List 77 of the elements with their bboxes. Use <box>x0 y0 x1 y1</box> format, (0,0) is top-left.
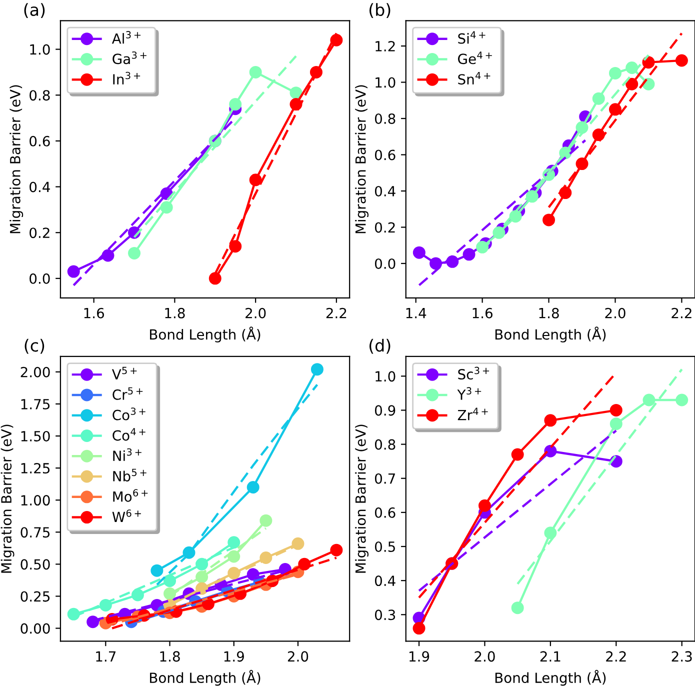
y-tick-label: 0.8 <box>374 113 396 124</box>
y-tick-label: 0.0 <box>374 258 396 269</box>
y-tick-label: 0.5 <box>374 541 395 552</box>
y-tick-label: 0.2 <box>374 222 395 233</box>
legend-label: Nb$^{5+}$ <box>113 468 146 482</box>
y-tick-label: 0.8 <box>374 439 396 450</box>
legend-label: Si$^{4+}$ <box>458 31 486 44</box>
y-tick-label: 0.4 <box>374 576 396 586</box>
x-tick-label: 2.0 <box>288 651 308 662</box>
legend-label: Co$^{4+}$ <box>112 428 146 441</box>
legend-label: W$^{6+}$ <box>112 510 141 522</box>
legend-label: Mo$^{6+}$ <box>113 489 148 502</box>
y-tick-label: 2.00 <box>20 366 50 378</box>
y-tick-label: 1.0 <box>30 44 50 55</box>
legend-label: Ni$^{3+}$ <box>113 448 142 461</box>
legend-label: Sn$^{4+}$ <box>458 72 490 85</box>
legend-label: Al$^{3+}$ <box>112 31 141 44</box>
legend-label: Y$^{3+}$ <box>457 387 482 400</box>
x-tick-label: 2.0 <box>474 651 495 662</box>
y-axis-title: Migration Barrier (eV) <box>0 424 14 573</box>
legend-label: Sc$^{3+}$ <box>458 366 490 380</box>
legend-label: Zr$^{4+}$ <box>458 408 488 420</box>
x-axis-title: Bond Length (Å) <box>495 326 606 342</box>
x-tick-label: 2.2 <box>606 651 626 662</box>
y-tick-label: 1.25 <box>21 463 50 474</box>
x-axis-title: Bond Length (Å) <box>150 326 260 342</box>
y-tick-label: 1.0 <box>376 371 396 382</box>
y-tick-label: 1.50 <box>21 430 50 442</box>
y-axis-title: Migration Barrier (eV) <box>355 424 369 573</box>
y-tick-label: 1.00 <box>21 495 50 506</box>
legend-label: Co$^{3+}$ <box>112 408 146 420</box>
x-tick-label: 1.9 <box>410 651 430 662</box>
x-tick-label: 1.6 <box>472 308 492 318</box>
x-tick-label: 1.6 <box>84 308 104 318</box>
x-axis-title: Bond Length (Å) <box>495 670 606 686</box>
y-tick-label: 1.0 <box>376 77 396 88</box>
x-tick-label: 1.4 <box>406 308 426 318</box>
legend-label: Ga$^{3+}$ <box>112 51 146 64</box>
chart-title: (b) <box>370 3 390 18</box>
legend-label: In$^{3+}$ <box>113 72 140 84</box>
x-tick-label: 2.0 <box>605 308 626 318</box>
y-tick-label: 0.0 <box>30 273 50 284</box>
x-tick-label: 1.8 <box>160 651 180 662</box>
y-tick-label: 0.25 <box>20 591 50 602</box>
y-tick-label: 0.8 <box>30 90 50 101</box>
y-tick-label: 0.00 <box>20 623 50 634</box>
y-axis-title: Migration Barrier (eV) <box>355 85 369 234</box>
chart-title: (a) <box>24 3 45 18</box>
legend-label: V$^{5+}$ <box>112 366 137 380</box>
y-tick-label: 0.7 <box>374 473 395 484</box>
y-tick-label: 1.2 <box>376 40 395 52</box>
y-tick-label: 0.9 <box>374 405 396 416</box>
x-tick-label: 2.2 <box>326 308 346 318</box>
y-tick-label: 0.3 <box>374 610 396 620</box>
x-axis-title: Bond Length (Å) <box>150 670 260 686</box>
y-tick-label: 0.6 <box>374 507 396 518</box>
y-tick-label: 0.6 <box>374 150 396 160</box>
x-tick-label: 2.2 <box>672 308 692 318</box>
x-tick-label: 1.8 <box>539 308 559 318</box>
legend-label: Cr$^{5+}$ <box>112 387 143 400</box>
legend-label: Ge$^{4+}$ <box>458 52 492 64</box>
y-tick-label: 0.4 <box>374 186 396 196</box>
x-tick-label: 2.1 <box>540 651 560 662</box>
y-axis-title: Migration Barrier (eV) <box>10 85 24 234</box>
x-tick-label: 1.8 <box>165 308 185 318</box>
x-tick-label: 2.0 <box>246 308 266 318</box>
x-tick-label: 2.3 <box>672 651 692 662</box>
chart-title: (d) <box>370 338 390 354</box>
y-tick-label: 1.75 <box>21 399 50 410</box>
y-tick-label: 0.2 <box>30 228 50 238</box>
y-tick-label: 0.75 <box>20 527 50 538</box>
y-tick-label: 0.4 <box>30 182 50 192</box>
x-tick-label: 1.9 <box>224 651 244 662</box>
y-tick-label: 0.50 <box>20 559 50 570</box>
y-tick-label: 0.6 <box>30 136 50 146</box>
chart-title: (c) <box>24 338 44 354</box>
x-tick-label: 1.7 <box>96 651 116 662</box>
